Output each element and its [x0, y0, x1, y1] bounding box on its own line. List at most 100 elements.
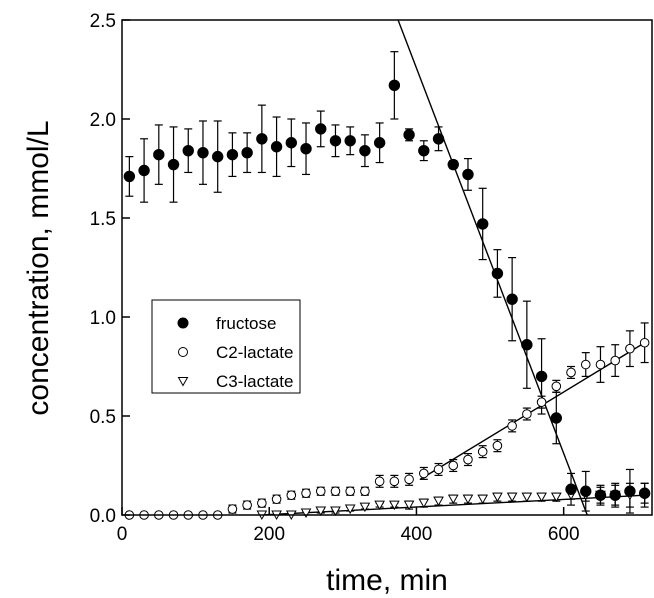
- fit-line-fructose: [397, 20, 588, 515]
- point-fructose: [550, 412, 563, 424]
- point-c3-lactate: [418, 498, 430, 509]
- point-fructose: [609, 489, 621, 501]
- point-c2-lactate: [448, 460, 459, 471]
- point-fructose: [182, 144, 194, 157]
- error-bars: [125, 51, 649, 515]
- x-axis-title: time, min: [326, 564, 448, 597]
- y-tick-label: 1.0: [90, 308, 116, 329]
- point-fructose: [197, 146, 209, 159]
- fit-line-c2-lactate: [419, 342, 646, 480]
- y-axis-title: concentration, mmol/L: [22, 120, 55, 415]
- point-c2-lactate: [389, 476, 400, 487]
- point-c2-lactate: [477, 446, 488, 457]
- x-tick-label: 600: [548, 524, 580, 545]
- point-fructose: [535, 370, 548, 383]
- y-tick-label: 0.0: [90, 506, 116, 527]
- point-fructose: [329, 135, 342, 147]
- x-tick-label: 400: [401, 524, 433, 545]
- point-c3-lactate: [315, 506, 327, 517]
- point-fructose: [580, 485, 592, 497]
- point-fructose: [594, 489, 607, 501]
- x-tick-label: 200: [253, 524, 285, 545]
- point-c2-lactate: [315, 486, 326, 497]
- point-c2-lactate: [227, 504, 238, 514]
- point-c2-lactate: [242, 500, 252, 510]
- legend-marker-c2-lactate: [178, 347, 188, 357]
- point-c2-lactate: [566, 367, 576, 378]
- point-fructose: [359, 144, 371, 157]
- y-tick-label: 1.5: [90, 209, 116, 230]
- point-fructose: [565, 483, 577, 495]
- point-fructose: [344, 135, 356, 147]
- point-c3-lactate: [492, 492, 503, 503]
- legend-marker-c3-lactate: [177, 377, 189, 387]
- legend-box: [151, 299, 301, 394]
- data-points: [123, 79, 651, 521]
- point-c2-lactate: [286, 490, 297, 501]
- legend: fructose C2-lactate C3-lactate: [151, 299, 301, 394]
- point-c3-lactate: [403, 500, 415, 511]
- point-c2-lactate: [507, 421, 517, 431]
- y-tick-label: 0.5: [90, 407, 116, 428]
- point-c3-lactate: [433, 496, 444, 507]
- point-c2-lactate: [360, 486, 370, 497]
- y-tick-label: 2.5: [90, 11, 116, 32]
- fit-lines: [261, 20, 646, 515]
- point-c3-lactate: [477, 494, 489, 505]
- point-fructose: [270, 141, 283, 153]
- point-c2-lactate: [433, 464, 444, 475]
- point-c2-lactate: [345, 486, 355, 497]
- point-fructose: [256, 133, 268, 145]
- x-tick-label: 0: [117, 524, 128, 545]
- legend-label-c3-lactate: C3-lactate: [216, 372, 293, 391]
- point-c2-lactate: [625, 343, 635, 354]
- point-fructose: [315, 123, 327, 135]
- point-c2-lactate: [404, 474, 414, 485]
- point-c2-lactate: [419, 468, 429, 479]
- point-c3-lactate: [330, 506, 341, 517]
- point-fructose: [624, 485, 636, 497]
- point-fructose: [491, 267, 504, 280]
- point-fructose: [138, 164, 150, 177]
- point-c3-lactate: [506, 492, 518, 503]
- point-c3-lactate: [550, 492, 562, 503]
- point-c3-lactate: [359, 502, 371, 513]
- point-fructose: [226, 148, 239, 161]
- plot-frame: [121, 19, 653, 516]
- point-fructose: [300, 143, 312, 155]
- legend-label-fructose: fructose: [216, 314, 276, 333]
- point-fructose: [476, 218, 489, 230]
- point-c3-lactate: [447, 494, 459, 505]
- point-fructose: [241, 146, 253, 159]
- point-fructose: [506, 293, 518, 305]
- point-fructose: [211, 150, 224, 163]
- point-c2-lactate: [301, 488, 311, 499]
- y-tick-label: 2.0: [90, 110, 116, 131]
- legend-label-c2-lactate: C2-lactate: [216, 343, 293, 362]
- point-c2-lactate: [595, 359, 606, 370]
- point-c2-lactate: [330, 486, 341, 497]
- point-c2-lactate: [536, 397, 547, 407]
- point-c3-lactate: [389, 500, 400, 511]
- point-c3-lactate: [462, 494, 474, 505]
- point-c2-lactate: [522, 409, 532, 419]
- point-fructose: [167, 158, 180, 171]
- point-fructose: [123, 170, 136, 183]
- point-fructose: [432, 133, 445, 145]
- point-fructose: [447, 158, 459, 171]
- point-c3-lactate: [374, 500, 385, 511]
- point-fructose: [418, 144, 430, 157]
- fit-line-c3-lactate: [261, 494, 645, 515]
- point-c3-lactate: [536, 492, 547, 503]
- point-c2-lactate: [463, 454, 473, 465]
- point-c2-lactate: [492, 440, 503, 451]
- point-c3-lactate: [521, 492, 533, 503]
- point-fructose: [521, 339, 533, 351]
- point-c2-lactate: [639, 337, 650, 348]
- point-c2-lactate: [271, 494, 282, 504]
- point-c2-lactate: [580, 359, 591, 370]
- point-c3-lactate: [300, 508, 312, 519]
- point-fructose: [388, 79, 401, 92]
- point-fructose: [153, 148, 165, 161]
- point-c2-lactate: [610, 355, 620, 366]
